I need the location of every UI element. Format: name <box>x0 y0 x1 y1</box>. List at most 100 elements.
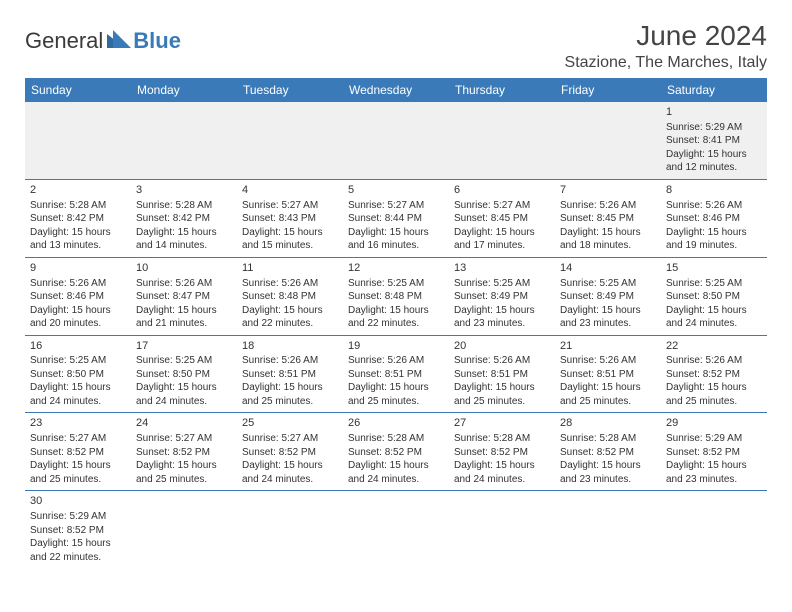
daylight-line: Daylight: 15 hours and 25 minutes. <box>348 381 444 408</box>
calendar-page: GeneralBlue June 2024 Stazione, The Marc… <box>0 0 792 588</box>
daylight-line: Daylight: 15 hours and 25 minutes. <box>454 381 550 408</box>
calendar-day-cell: 17Sunrise: 5:25 AMSunset: 8:50 PMDayligh… <box>131 335 237 413</box>
logo: GeneralBlue <box>25 20 181 54</box>
sunrise-line: Sunrise: 5:26 AM <box>242 354 338 368</box>
day-number: 1 <box>666 105 762 120</box>
calendar-week-row: 2Sunrise: 5:28 AMSunset: 8:42 PMDaylight… <box>25 179 767 257</box>
sunrise-line: Sunrise: 5:28 AM <box>454 432 550 446</box>
day-number: 5 <box>348 183 444 198</box>
sunrise-line: Sunrise: 5:26 AM <box>348 354 444 368</box>
sunrise-line: Sunrise: 5:28 AM <box>348 432 444 446</box>
daylight-line: Daylight: 15 hours and 14 minutes. <box>136 226 232 253</box>
sunset-line: Sunset: 8:52 PM <box>666 446 762 460</box>
daylight-line: Daylight: 15 hours and 17 minutes. <box>454 226 550 253</box>
calendar-day-cell: 28Sunrise: 5:28 AMSunset: 8:52 PMDayligh… <box>555 413 661 491</box>
day-number: 26 <box>348 416 444 431</box>
sunset-line: Sunset: 8:51 PM <box>454 368 550 382</box>
day-number: 9 <box>30 261 126 276</box>
day-number: 29 <box>666 416 762 431</box>
sunrise-line: Sunrise: 5:28 AM <box>560 432 656 446</box>
daylight-line: Daylight: 15 hours and 25 minutes. <box>242 381 338 408</box>
day-number: 11 <box>242 261 338 276</box>
day-number: 6 <box>454 183 550 198</box>
calendar-week-row: 23Sunrise: 5:27 AMSunset: 8:52 PMDayligh… <box>25 413 767 491</box>
calendar-week-row: 1Sunrise: 5:29 AMSunset: 8:41 PMDaylight… <box>25 102 767 179</box>
daylight-line: Daylight: 15 hours and 21 minutes. <box>136 304 232 331</box>
dayname-thu: Thursday <box>449 78 555 102</box>
daylight-line: Daylight: 15 hours and 24 minutes. <box>454 459 550 486</box>
calendar-week-row: 16Sunrise: 5:25 AMSunset: 8:50 PMDayligh… <box>25 335 767 413</box>
sunset-line: Sunset: 8:52 PM <box>666 368 762 382</box>
sunrise-line: Sunrise: 5:26 AM <box>666 354 762 368</box>
day-number: 16 <box>30 339 126 354</box>
calendar-day-cell <box>555 491 661 568</box>
calendar-day-cell: 6Sunrise: 5:27 AMSunset: 8:45 PMDaylight… <box>449 179 555 257</box>
calendar-day-cell: 15Sunrise: 5:25 AMSunset: 8:50 PMDayligh… <box>661 257 767 335</box>
daylight-line: Daylight: 15 hours and 20 minutes. <box>30 304 126 331</box>
daylight-line: Daylight: 15 hours and 24 minutes. <box>136 381 232 408</box>
sunrise-line: Sunrise: 5:29 AM <box>666 432 762 446</box>
day-number: 19 <box>348 339 444 354</box>
calendar-day-cell: 5Sunrise: 5:27 AMSunset: 8:44 PMDaylight… <box>343 179 449 257</box>
daylight-line: Daylight: 15 hours and 24 minutes. <box>242 459 338 486</box>
sunset-line: Sunset: 8:48 PM <box>348 290 444 304</box>
logo-icon <box>107 28 131 54</box>
calendar-day-cell: 3Sunrise: 5:28 AMSunset: 8:42 PMDaylight… <box>131 179 237 257</box>
day-number: 3 <box>136 183 232 198</box>
daylight-line: Daylight: 15 hours and 15 minutes. <box>242 226 338 253</box>
sunset-line: Sunset: 8:52 PM <box>454 446 550 460</box>
daylight-line: Daylight: 15 hours and 24 minutes. <box>348 459 444 486</box>
sunrise-line: Sunrise: 5:28 AM <box>136 199 232 213</box>
sunset-line: Sunset: 8:52 PM <box>348 446 444 460</box>
dayname-sat: Saturday <box>661 78 767 102</box>
dayname-tue: Tuesday <box>237 78 343 102</box>
calendar-day-cell <box>131 491 237 568</box>
day-number: 2 <box>30 183 126 198</box>
dayname-sun: Sunday <box>25 78 131 102</box>
calendar-day-cell: 23Sunrise: 5:27 AMSunset: 8:52 PMDayligh… <box>25 413 131 491</box>
calendar-day-cell <box>449 102 555 179</box>
month-title: June 2024 <box>565 20 767 52</box>
sunrise-line: Sunrise: 5:26 AM <box>560 354 656 368</box>
sunset-line: Sunset: 8:52 PM <box>242 446 338 460</box>
sunset-line: Sunset: 8:50 PM <box>30 368 126 382</box>
sunset-line: Sunset: 8:52 PM <box>136 446 232 460</box>
calendar-day-cell: 25Sunrise: 5:27 AMSunset: 8:52 PMDayligh… <box>237 413 343 491</box>
daylight-line: Daylight: 15 hours and 25 minutes. <box>560 381 656 408</box>
day-number: 15 <box>666 261 762 276</box>
sunset-line: Sunset: 8:50 PM <box>136 368 232 382</box>
day-number: 27 <box>454 416 550 431</box>
day-number: 28 <box>560 416 656 431</box>
sunset-line: Sunset: 8:48 PM <box>242 290 338 304</box>
sunset-line: Sunset: 8:49 PM <box>454 290 550 304</box>
day-number: 10 <box>136 261 232 276</box>
calendar-day-cell: 27Sunrise: 5:28 AMSunset: 8:52 PMDayligh… <box>449 413 555 491</box>
calendar-day-cell <box>555 102 661 179</box>
day-number: 20 <box>454 339 550 354</box>
day-number: 23 <box>30 416 126 431</box>
sunrise-line: Sunrise: 5:27 AM <box>30 432 126 446</box>
day-number: 21 <box>560 339 656 354</box>
day-number: 30 <box>30 494 126 509</box>
sunset-line: Sunset: 8:46 PM <box>30 290 126 304</box>
sunset-line: Sunset: 8:47 PM <box>136 290 232 304</box>
daylight-line: Daylight: 15 hours and 23 minutes. <box>454 304 550 331</box>
day-number: 13 <box>454 261 550 276</box>
sunset-line: Sunset: 8:46 PM <box>666 212 762 226</box>
sunrise-line: Sunrise: 5:28 AM <box>30 199 126 213</box>
calendar-day-cell: 12Sunrise: 5:25 AMSunset: 8:48 PMDayligh… <box>343 257 449 335</box>
calendar-body: 1Sunrise: 5:29 AMSunset: 8:41 PMDaylight… <box>25 102 767 568</box>
sunrise-line: Sunrise: 5:26 AM <box>454 354 550 368</box>
sunset-line: Sunset: 8:44 PM <box>348 212 444 226</box>
calendar-day-cell: 26Sunrise: 5:28 AMSunset: 8:52 PMDayligh… <box>343 413 449 491</box>
calendar-day-cell <box>237 102 343 179</box>
sunrise-line: Sunrise: 5:26 AM <box>666 199 762 213</box>
sunrise-line: Sunrise: 5:25 AM <box>136 354 232 368</box>
daylight-line: Daylight: 15 hours and 18 minutes. <box>560 226 656 253</box>
daylight-line: Daylight: 15 hours and 12 minutes. <box>666 148 762 175</box>
calendar-week-row: 9Sunrise: 5:26 AMSunset: 8:46 PMDaylight… <box>25 257 767 335</box>
day-number: 22 <box>666 339 762 354</box>
calendar-day-cell: 29Sunrise: 5:29 AMSunset: 8:52 PMDayligh… <box>661 413 767 491</box>
logo-text-a: General <box>25 28 103 54</box>
sunset-line: Sunset: 8:49 PM <box>560 290 656 304</box>
